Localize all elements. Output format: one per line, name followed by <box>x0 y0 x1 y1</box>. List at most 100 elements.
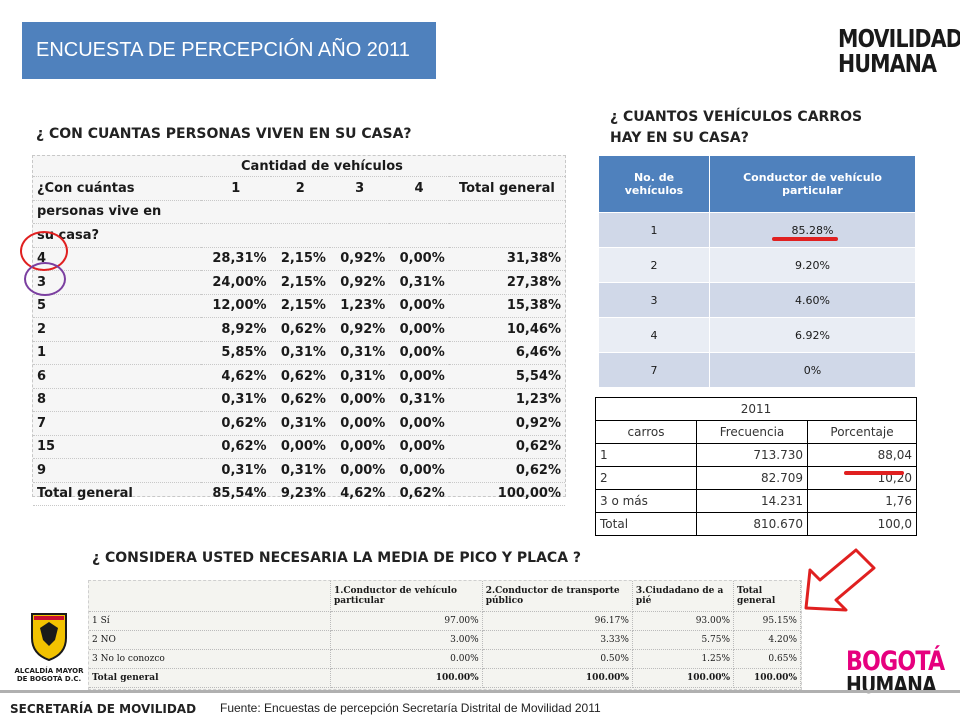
pico-total-cell: 100.00% <box>733 668 801 688</box>
cell: 0,00% <box>329 458 390 483</box>
cell: 713.730 <box>696 443 808 467</box>
vehiculos-header-conductor: Conductor de vehículo particular <box>709 155 916 213</box>
table-row: 7 0,62% 0,31% 0,00% 0,00% 0,92% <box>33 411 565 436</box>
logo-line2: HUMANA <box>838 49 937 78</box>
col-header: 2 <box>270 176 330 201</box>
porcentaje-header: Porcentaje <box>807 420 917 444</box>
pico-total-cell: 100.00% <box>330 668 483 688</box>
cell: 0,62% <box>448 435 565 459</box>
table-row: 6 4,62% 0,62% 0,31% 0,00% 5,54% <box>33 364 565 389</box>
cell: 3.33% <box>482 630 633 650</box>
cell: 0,62% <box>448 458 565 483</box>
table-row: 9 0,31% 0,31% 0,00% 0,00% 0,62% <box>33 458 565 483</box>
vehiculos-n: 3 <box>598 282 710 318</box>
col-header: 1 <box>201 176 271 201</box>
row-label: 8 <box>33 388 201 412</box>
cell: 0,92% <box>329 247 390 271</box>
cell: 1,76 <box>807 489 917 513</box>
total-label: Total general <box>33 482 201 506</box>
table-row: 1 Sí 97.00% 96.17% 93.00% 95.15% <box>89 611 801 631</box>
row-label: 7 <box>33 411 201 436</box>
cell: 96.17% <box>482 611 633 631</box>
table-row: 3 24,00% 2,15% 0,92% 0,31% 27,38% <box>33 270 565 295</box>
cell: Total <box>595 512 697 536</box>
cell: 15,38% <box>448 294 565 318</box>
cell: 82.709 <box>696 466 808 490</box>
cell: 0,00% <box>389 294 449 318</box>
vehiculos-v: 85.28% <box>709 212 916 248</box>
vehiculos-v: 0% <box>709 352 916 388</box>
vehiculos-table: No. de vehículos Conductor de vehículo p… <box>598 155 916 388</box>
cell: 1,23% <box>448 388 565 412</box>
table-row: 1 85.28% <box>598 212 916 248</box>
vehiculos-header-no: No. de vehículos <box>598 155 710 213</box>
cell: 0,92% <box>448 411 565 436</box>
cell: 88,04 <box>807 443 917 467</box>
cell: 2,15% <box>270 270 330 295</box>
bogota-logo-line2: HUMANA <box>846 673 937 699</box>
table-row: 2 8,92% 0,62% 0,92% 0,00% 10,46% <box>33 317 565 342</box>
table-row: 4 6.92% <box>598 317 916 353</box>
cell: 0,00% <box>329 388 390 412</box>
cell: 27,38% <box>448 270 565 295</box>
row-label: 3 No lo conozco <box>89 649 331 669</box>
personas-table: Cantidad de vehículos ¿Con cuántas 1 2 3… <box>32 155 566 506</box>
cell: 5,85% <box>201 341 271 365</box>
cell: 2,15% <box>270 294 330 318</box>
cell: 4.20% <box>733 630 801 650</box>
footer-fuente: Fuente: Encuestas de percepción Secretar… <box>220 701 601 715</box>
question-vehiculos-line1: ¿ CUANTOS VEHÍCULOS CARROS <box>610 109 863 125</box>
pico-header: 3.Ciudadano de a pié <box>632 581 735 612</box>
cell: 0,92% <box>329 317 390 342</box>
group-header: Cantidad de vehículos <box>201 156 565 177</box>
cell: 0.00% <box>330 649 483 669</box>
total-cell: 0,62% <box>389 482 449 506</box>
row-label: 2 NO <box>89 630 331 650</box>
cell: 0,00% <box>389 247 449 271</box>
cell: 10,20 <box>807 466 917 490</box>
cell: 0,31% <box>201 458 271 483</box>
col-header: 4 <box>389 176 449 201</box>
total-cell: 85,54% <box>201 482 271 506</box>
table-row: 2 NO 3.00% 3.33% 5.75% 4.20% <box>89 630 801 650</box>
vehiculos-n: 7 <box>598 352 710 388</box>
question-pico-placa: ¿ CONSIDERA USTED NECESARIA LA MEDIA DE … <box>92 550 582 566</box>
red-arrow-annotation <box>804 548 876 612</box>
row-label: 6 <box>33 364 201 389</box>
red-underline-annotation <box>844 471 904 475</box>
row-label: 9 <box>33 458 201 483</box>
cell: 0,62% <box>201 435 271 459</box>
cell: 0,00% <box>389 364 449 389</box>
cell: 1 <box>595 443 697 467</box>
cell: 0,31% <box>270 411 330 436</box>
cell: 0,62% <box>270 317 330 342</box>
total-cell: 100,00% <box>448 482 565 506</box>
cell: 0,00% <box>329 411 390 436</box>
cell: 0,00% <box>389 411 449 436</box>
table-row: 15 0,62% 0,00% 0,00% 0,00% 0,62% <box>33 435 565 459</box>
cell: 5.75% <box>632 630 735 650</box>
purple-circle-annotation <box>24 262 66 296</box>
table-row: 4 28,31% 2,15% 0,92% 0,00% 31,38% <box>33 247 565 271</box>
row-label: 1 Sí <box>89 611 331 631</box>
page-title-text: ENCUESTA DE PERCEPCIÓN AÑO 2011 <box>36 39 410 61</box>
row-header-line3: su casa? <box>33 223 565 248</box>
cell: 0,00% <box>389 458 449 483</box>
cell: 4,62% <box>201 364 271 389</box>
alcaldia-logo: ALCALDÍA MAYOR DE BOGOTÁ D.C. <box>14 610 84 683</box>
row-header-line2: personas vive en <box>33 200 565 224</box>
table-row: 7 0% <box>598 352 916 388</box>
table-row: 3 o más 14.231 1,76 <box>595 489 917 513</box>
cell: 0,00% <box>270 435 330 459</box>
table-row: 3 No lo conozco 0.00% 0.50% 1.25% 0.65% <box>89 649 801 669</box>
vehiculos-v: 4.60% <box>709 282 916 318</box>
tabla-2011: 2011 carros Frecuencia Porcentaje 1 713.7… <box>595 397 917 536</box>
cell: 5,54% <box>448 364 565 389</box>
escudo-icon <box>31 613 67 662</box>
cell: 12,00% <box>201 294 271 318</box>
pico-header: 2.Conductor de transporte público <box>482 581 633 612</box>
frecuencia-header: Frecuencia <box>696 420 808 444</box>
pico-placa-table: 1.Conductor de vehículo particular 2.Con… <box>88 580 802 690</box>
cell: 95.15% <box>733 611 801 631</box>
cell: 0,31% <box>329 341 390 365</box>
